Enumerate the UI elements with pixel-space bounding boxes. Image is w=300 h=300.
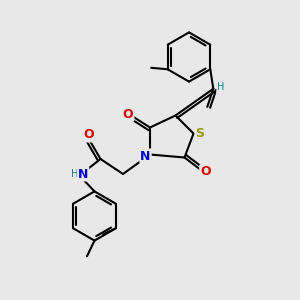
Text: N: N [140, 149, 151, 163]
Text: H: H [71, 169, 79, 179]
Text: H: H [217, 82, 224, 92]
Text: O: O [123, 107, 134, 121]
Text: O: O [83, 128, 94, 142]
Text: O: O [200, 165, 211, 178]
Text: N: N [78, 167, 88, 181]
Text: S: S [196, 127, 205, 140]
